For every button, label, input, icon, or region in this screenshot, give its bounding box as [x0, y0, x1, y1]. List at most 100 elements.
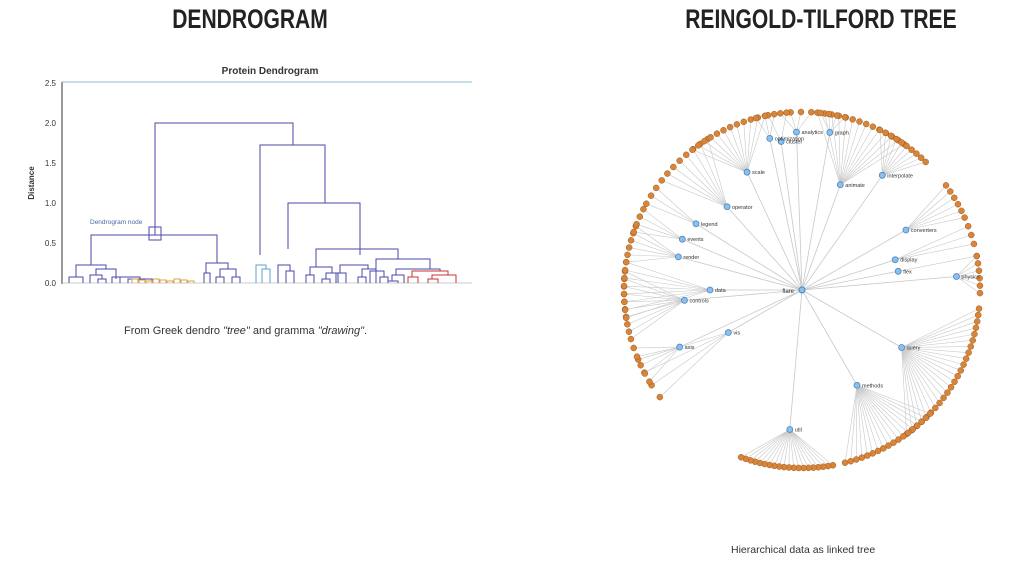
tree-leaf-node[interactable]	[918, 418, 925, 426]
tree-branch-node[interactable]	[692, 220, 700, 228]
tree-leaf-node[interactable]	[944, 389, 951, 396]
tree-leaf-node[interactable]	[890, 439, 897, 446]
tree-branch-node[interactable]	[826, 129, 834, 136]
tree-leaf-node[interactable]	[777, 110, 784, 117]
tree-root-node[interactable]	[798, 286, 806, 294]
tree-leaf-node[interactable]	[913, 150, 920, 157]
tree-leaf-node[interactable]	[869, 450, 876, 457]
tree-leaf-node[interactable]	[976, 289, 984, 297]
tree-leaf-node[interactable]	[917, 154, 925, 161]
tree-leaf-node[interactable]	[960, 361, 967, 368]
tree-leaf-node[interactable]	[630, 344, 637, 352]
tree-leaf-node[interactable]	[909, 426, 916, 433]
tree-leaf-node[interactable]	[976, 274, 983, 282]
tree-leaf-node[interactable]	[808, 108, 815, 116]
tree-leaf-node[interactable]	[904, 429, 912, 437]
tree-branch-node[interactable]	[678, 235, 686, 243]
tree-leaf-node[interactable]	[622, 258, 630, 266]
tree-leaf-node[interactable]	[636, 213, 644, 220]
tree-leaf-node[interactable]	[922, 414, 930, 422]
tree-leaf-node[interactable]	[975, 267, 983, 275]
tree-leaf-node[interactable]	[726, 123, 734, 131]
tree-leaf-node[interactable]	[972, 324, 980, 332]
tree-leaf-node[interactable]	[856, 118, 863, 125]
tree-leaf-node[interactable]	[942, 182, 950, 189]
tree-branch-node[interactable]	[777, 138, 785, 145]
tree-leaf-node[interactable]	[825, 110, 833, 118]
tree-leaf-node[interactable]	[620, 282, 628, 290]
tree-leaf-node[interactable]	[969, 337, 976, 344]
tree-leaf-node[interactable]	[954, 200, 962, 208]
tree-leaf-node[interactable]	[954, 372, 961, 380]
tree-branch-node[interactable]	[723, 203, 731, 211]
tree-leaf-node[interactable]	[914, 422, 921, 429]
tree-branch-node[interactable]	[681, 296, 688, 304]
tree-branch-node[interactable]	[786, 426, 794, 433]
tree-leaf-node[interactable]	[676, 157, 683, 164]
tree-leaf-node[interactable]	[893, 135, 900, 143]
tree-leaf-node[interactable]	[958, 207, 965, 215]
tree-leaf-node[interactable]	[752, 114, 760, 122]
tree-leaf-node[interactable]	[621, 306, 629, 314]
tree-leaf-node[interactable]	[761, 112, 769, 120]
tree-leaf-node[interactable]	[641, 370, 649, 377]
tree-leaf-node[interactable]	[720, 127, 727, 134]
tree-leaf-node[interactable]	[957, 367, 965, 374]
tree-leaf-node[interactable]	[849, 116, 856, 123]
tree-leaf-node[interactable]	[770, 110, 778, 118]
tree-leaf-node[interactable]	[862, 120, 870, 128]
tree-leaf-node[interactable]	[620, 290, 628, 298]
tree-leaf-node[interactable]	[647, 192, 655, 199]
tree-branch-node[interactable]	[676, 343, 684, 351]
tree-leaf-node[interactable]	[630, 228, 637, 236]
tree-leaf-node[interactable]	[940, 394, 947, 402]
tree-leaf-node[interactable]	[797, 108, 805, 116]
tree-branch-node[interactable]	[724, 329, 732, 336]
tree-leaf-node[interactable]	[701, 137, 708, 145]
tree-leaf-node[interactable]	[624, 251, 631, 259]
tree-leaf-node[interactable]	[643, 200, 650, 207]
tree-leaf-node[interactable]	[664, 170, 671, 177]
tree-branch-node[interactable]	[894, 267, 902, 275]
tree-leaf-node[interactable]	[965, 349, 972, 356]
tree-branch-node[interactable]	[878, 171, 886, 179]
tree-leaf-node[interactable]	[656, 393, 664, 401]
tree-leaf-node[interactable]	[974, 311, 982, 319]
tree-branch-node[interactable]	[674, 253, 682, 261]
tree-leaf-node[interactable]	[903, 142, 910, 150]
tree-leaf-node[interactable]	[951, 378, 958, 386]
tree-leaf-node[interactable]	[689, 146, 696, 153]
tree-leaf-node[interactable]	[900, 433, 907, 440]
tree-leaf-node[interactable]	[707, 134, 714, 141]
tree-leaf-node[interactable]	[621, 298, 628, 306]
tree-leaf-node[interactable]	[841, 459, 849, 466]
tree-leaf-node[interactable]	[962, 355, 970, 362]
tree-leaf-node[interactable]	[733, 121, 741, 128]
tree-leaf-node[interactable]	[833, 112, 841, 119]
tree-leaf-node[interactable]	[898, 139, 905, 146]
tree-leaf-node[interactable]	[895, 436, 902, 443]
tree-leaf-node[interactable]	[740, 118, 748, 126]
tree-branch-node[interactable]	[743, 168, 751, 176]
tree-leaf-node[interactable]	[640, 205, 647, 213]
tree-leaf-node[interactable]	[885, 442, 892, 449]
tree-branch-node[interactable]	[706, 286, 714, 294]
tree-branch-node[interactable]	[953, 273, 960, 280]
tree-leaf-node[interactable]	[670, 163, 677, 171]
tree-leaf-node[interactable]	[973, 252, 980, 260]
tree-leaf-node[interactable]	[974, 260, 982, 267]
tree-leaf-node[interactable]	[864, 452, 871, 459]
tree-leaf-node[interactable]	[976, 282, 984, 289]
tree-branch-node[interactable]	[898, 344, 905, 351]
tree-leaf-node[interactable]	[652, 184, 660, 192]
tree-leaf-node[interactable]	[621, 274, 628, 282]
tree-leaf-node[interactable]	[947, 188, 954, 195]
tree-leaf-node[interactable]	[621, 266, 629, 274]
tree-branch-node[interactable]	[902, 226, 910, 234]
dendrogram-node-box[interactable]	[148, 226, 162, 241]
tree-branch-node[interactable]	[891, 256, 899, 264]
tree-leaf-node[interactable]	[858, 454, 866, 461]
tree-leaf-node[interactable]	[887, 132, 895, 140]
tree-leaf-node[interactable]	[637, 361, 644, 369]
tree-leaf-node[interactable]	[970, 240, 978, 248]
